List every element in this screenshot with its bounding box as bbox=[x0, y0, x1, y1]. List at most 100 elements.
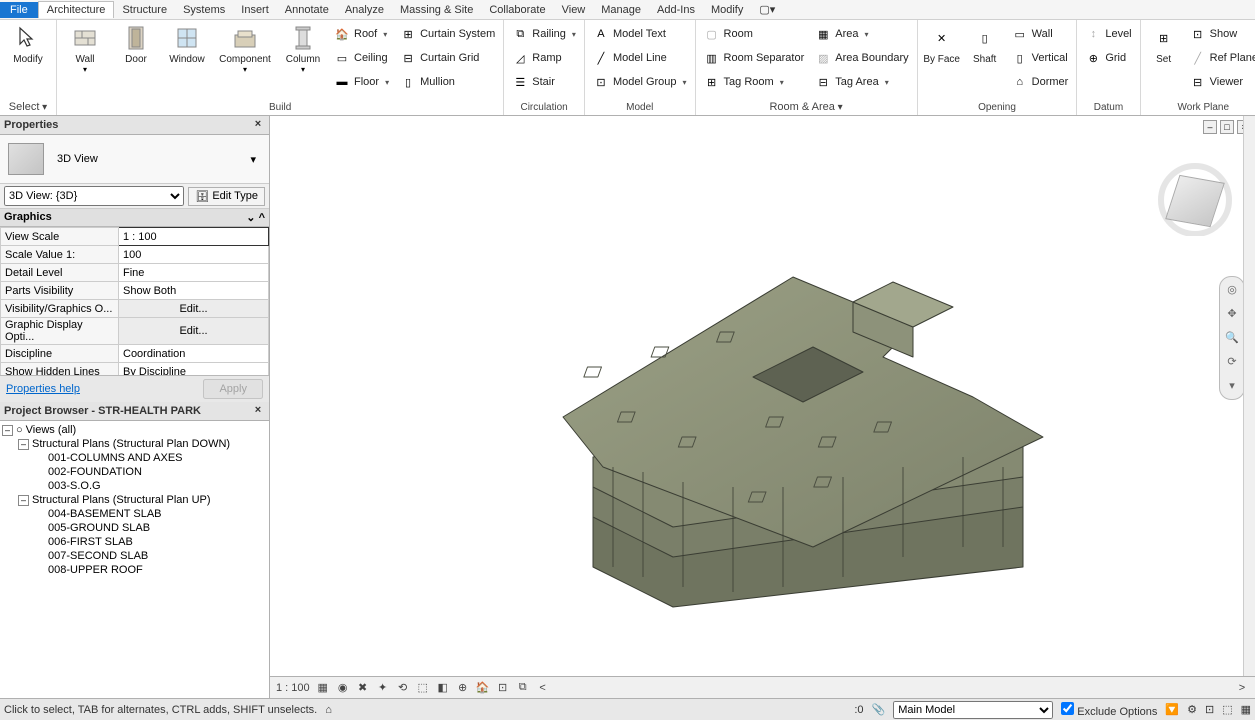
tree-toggle[interactable]: – bbox=[2, 425, 13, 436]
browser-close-button[interactable]: × bbox=[251, 404, 265, 418]
roof-button[interactable]: 🏠Roof▾ bbox=[330, 22, 393, 46]
prop-value[interactable]: By Discipline bbox=[119, 363, 269, 376]
tree-toggle[interactable]: – bbox=[18, 439, 29, 450]
prop-section-header[interactable]: Graphics⌄ ^ bbox=[0, 209, 269, 227]
prop-value[interactable]: Coordination bbox=[119, 345, 269, 363]
dormer-button[interactable]: ⌂Dormer bbox=[1008, 70, 1073, 94]
grid-button[interactable]: ⊕Grid bbox=[1081, 46, 1135, 70]
menu-extra[interactable]: ▢▾ bbox=[751, 1, 783, 18]
ramp-button[interactable]: ◿Ramp bbox=[508, 46, 580, 70]
show-button[interactable]: ⊡Show bbox=[1186, 22, 1255, 46]
modify-button[interactable]: Modify bbox=[4, 22, 52, 94]
menu-view[interactable]: View bbox=[554, 2, 594, 18]
menu-structure[interactable]: Structure bbox=[114, 2, 175, 18]
vertical-button[interactable]: ▯Vertical bbox=[1008, 46, 1073, 70]
menu-analyze[interactable]: Analyze bbox=[337, 2, 392, 18]
curtain-system-button[interactable]: ⊞Curtain System bbox=[396, 22, 499, 46]
menu-file[interactable]: File bbox=[0, 2, 38, 18]
vc-icon-10[interactable]: ⊡ bbox=[496, 681, 510, 695]
status-icon-c[interactable]: ⬚ bbox=[1222, 703, 1232, 716]
tag-area-button[interactable]: ⊟Tag Area▾ bbox=[811, 70, 912, 94]
wall-button[interactable]: Wall▾ bbox=[61, 22, 109, 94]
window-button[interactable]: Window bbox=[163, 22, 211, 94]
viewport-scrollbar[interactable] bbox=[1243, 116, 1255, 676]
view-scale-label[interactable]: 1 : 100 bbox=[276, 682, 310, 694]
component-button[interactable]: Component▾ bbox=[214, 22, 276, 94]
model-text-button[interactable]: AModel Text bbox=[589, 22, 691, 46]
vc-icon-7[interactable]: ◧ bbox=[436, 681, 450, 695]
exclude-options-checkbox[interactable]: Exclude Options bbox=[1061, 702, 1157, 718]
by-face-button[interactable]: ✕ By Face bbox=[922, 22, 962, 94]
tree-node[interactable]: 006-FIRST SLAB bbox=[2, 535, 267, 549]
menu-manage[interactable]: Manage bbox=[593, 2, 649, 18]
status-icon-a[interactable]: ⚙ bbox=[1187, 703, 1197, 716]
properties-close-button[interactable]: × bbox=[251, 118, 265, 132]
ceiling-button[interactable]: ▭Ceiling bbox=[330, 46, 393, 70]
room-button[interactable]: ▢Room bbox=[700, 22, 809, 46]
railing-button[interactable]: ⧉Railing▾ bbox=[508, 22, 580, 46]
tree-node[interactable]: 005-GROUND SLAB bbox=[2, 521, 267, 535]
menu-addins[interactable]: Add-Ins bbox=[649, 2, 703, 18]
vc-icon-2[interactable]: ◉ bbox=[336, 681, 350, 695]
tree-node[interactable]: –Structural Plans (Structural Plan DOWN) bbox=[2, 437, 267, 451]
room-separator-button[interactable]: ▥Room Separator bbox=[700, 46, 809, 70]
vc-icon-4[interactable]: ✦ bbox=[376, 681, 390, 695]
prop-value[interactable]: Show Both bbox=[119, 282, 269, 300]
tree-node[interactable]: 008-UPPER ROOF bbox=[2, 563, 267, 577]
door-button[interactable]: Door bbox=[112, 22, 160, 94]
vc-icon-3[interactable]: ✖ bbox=[356, 681, 370, 695]
curtain-grid-button[interactable]: ⊟Curtain Grid bbox=[396, 46, 499, 70]
status-icon-1[interactable]: ⌂ bbox=[325, 704, 332, 716]
prop-value[interactable]: 100 bbox=[119, 246, 269, 264]
vc-icon-6[interactable]: ⬚ bbox=[416, 681, 430, 695]
model-group-button[interactable]: ⊡Model Group▾ bbox=[589, 70, 691, 94]
vc-icon-5[interactable]: ⟲ bbox=[396, 681, 410, 695]
edit-type-button[interactable]: 🗄 Edit Type bbox=[188, 187, 265, 206]
tree-node[interactable]: –Structural Plans (Structural Plan UP) bbox=[2, 493, 267, 507]
column-button[interactable]: Column▾ bbox=[279, 22, 327, 94]
menu-systems[interactable]: Systems bbox=[175, 2, 233, 18]
tree-node[interactable]: 007-SECOND SLAB bbox=[2, 549, 267, 563]
apply-button[interactable]: Apply bbox=[203, 379, 263, 399]
menu-collaborate[interactable]: Collaborate bbox=[481, 2, 553, 18]
menu-massing[interactable]: Massing & Site bbox=[392, 2, 481, 18]
prop-value[interactable]: Edit... bbox=[119, 300, 269, 318]
menu-insert[interactable]: Insert bbox=[233, 2, 277, 18]
tag-room-button[interactable]: ⊞Tag Room▾ bbox=[700, 70, 809, 94]
area-button[interactable]: ▦Area▾ bbox=[811, 22, 912, 46]
prop-value[interactable]: 1 : 100 bbox=[119, 228, 269, 246]
menu-architecture[interactable]: Architecture bbox=[38, 1, 115, 18]
vc-icon-1[interactable]: ▦ bbox=[316, 681, 330, 695]
vc-icon-8[interactable]: ⊕ bbox=[456, 681, 470, 695]
tree-node[interactable]: 002-FOUNDATION bbox=[2, 465, 267, 479]
tree-node[interactable]: 004-BASEMENT SLAB bbox=[2, 507, 267, 521]
level-button[interactable]: ↕Level bbox=[1081, 22, 1135, 46]
vc-icon-12[interactable]: < bbox=[536, 681, 550, 695]
vc-icon-right[interactable]: > bbox=[1235, 681, 1249, 695]
status-filter-icon[interactable]: 🔽 bbox=[1165, 703, 1179, 716]
set-button[interactable]: ⊞ Set bbox=[1145, 22, 1183, 94]
viewer-button[interactable]: ⊟Viewer bbox=[1186, 70, 1255, 94]
properties-help-link[interactable]: Properties help bbox=[6, 383, 80, 395]
opening-wall-button[interactable]: ▭Wall bbox=[1008, 22, 1073, 46]
vc-icon-11[interactable]: ⧉ bbox=[516, 681, 530, 695]
status-icon-d[interactable]: ▦ bbox=[1241, 703, 1251, 716]
floor-button[interactable]: ▬Floor▾ bbox=[330, 70, 393, 94]
area-boundary-button[interactable]: ▨Area Boundary bbox=[811, 46, 912, 70]
tree-toggle[interactable]: – bbox=[18, 495, 29, 506]
instance-selector[interactable]: 3D View: {3D} bbox=[4, 186, 184, 206]
ref-plane-button[interactable]: ╱Ref Plane bbox=[1186, 46, 1255, 70]
menu-annotate[interactable]: Annotate bbox=[277, 2, 337, 18]
prop-value[interactable]: Fine bbox=[119, 264, 269, 282]
mullion-button[interactable]: ▯Mullion bbox=[396, 70, 499, 94]
shaft-button[interactable]: ▯ Shaft bbox=[965, 22, 1005, 94]
prop-value[interactable]: Edit... bbox=[119, 318, 269, 345]
tree-node[interactable]: 003-S.O.G bbox=[2, 479, 267, 493]
workset-selector[interactable]: Main Model bbox=[893, 701, 1053, 719]
vc-icon-9[interactable]: 🏠 bbox=[476, 681, 490, 695]
type-selector[interactable]: 3D View ▾ bbox=[0, 135, 269, 184]
model-line-button[interactable]: ╱Model Line bbox=[589, 46, 691, 70]
tree-node[interactable]: 001-COLUMNS AND AXES bbox=[2, 451, 267, 465]
stair-button[interactable]: ☰Stair bbox=[508, 70, 580, 94]
status-icon-pin[interactable]: 📎 bbox=[872, 703, 886, 716]
